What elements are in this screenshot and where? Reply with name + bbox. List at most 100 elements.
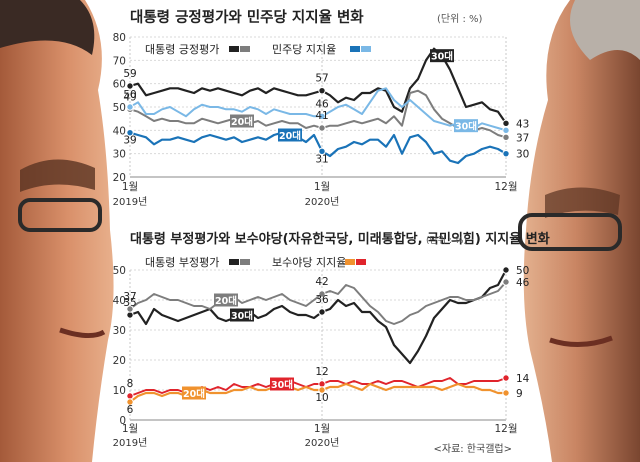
age-tag-box xyxy=(230,308,254,322)
gridlines: 0 10 20 30 40 50 xyxy=(113,265,506,427)
series-marker xyxy=(126,398,134,406)
series-marker xyxy=(502,119,510,128)
legend-disapproval: 대통령 부정평가 xyxy=(145,256,219,269)
series-marker xyxy=(502,278,510,286)
y-tick-label: 80 xyxy=(113,32,126,44)
series-line-1 xyxy=(129,89,507,139)
chart-bottom-title: 대통령 부정평가와 보수야당(자유한국당, 미래통합당, 국민의힘) 지지율 변… xyxy=(130,231,550,247)
legend-disapproval-swatch-20s xyxy=(240,259,250,265)
y-tick-label: 20 xyxy=(113,355,126,367)
age-tag-box xyxy=(270,377,294,391)
data-label: 43 xyxy=(516,118,529,130)
age-tag-label: 20대 xyxy=(279,130,301,142)
legend-democratic-swatch-30s xyxy=(361,46,371,52)
data-label: 46 xyxy=(315,98,329,110)
series-line-3 xyxy=(129,131,507,165)
age-tag-label: 30대 xyxy=(271,379,293,391)
y-tick-label: 70 xyxy=(113,55,126,67)
chart-top: 대통령 긍정평가와 민주당 지지율 변화 (단위 : %) 대통령 긍정평가 민… xyxy=(113,8,530,208)
legend-disapproval-swatch-30s xyxy=(229,259,239,265)
x-tick-month: 12월 xyxy=(494,181,517,193)
series-marker xyxy=(318,380,326,388)
x-tick-month: 1월 xyxy=(314,181,330,193)
data-label: 35 xyxy=(123,297,136,309)
legend-conservative-swatch-20s xyxy=(345,259,355,265)
data-label: 10 xyxy=(315,392,328,404)
age-tag-box xyxy=(278,128,302,142)
series-marker xyxy=(502,374,510,382)
data-label: 9 xyxy=(516,388,523,400)
age-tag-label: 20대 xyxy=(215,295,237,307)
data-label: 12 xyxy=(315,366,328,378)
data-label: 37 xyxy=(516,132,529,144)
age-tag-label: 20대 xyxy=(231,116,253,128)
data-label: 8 xyxy=(127,378,134,390)
data-label: 49 xyxy=(123,91,136,103)
series-line-1 xyxy=(129,281,507,325)
age-tag-box xyxy=(430,49,454,63)
series-marker xyxy=(318,112,326,121)
x-tick-month: 1월 xyxy=(314,423,330,435)
series-marker xyxy=(126,311,134,319)
series-marker xyxy=(126,82,134,90)
chart-top-unit: (단위 : %) xyxy=(437,12,483,25)
x-tick-month: 12월 xyxy=(494,423,517,435)
series-marker xyxy=(502,266,510,274)
y-tick-label: 50 xyxy=(113,102,126,114)
legend-conservative: 보수야당 지지율 xyxy=(272,256,346,269)
y-tick-label: 10 xyxy=(113,385,126,397)
series-marker xyxy=(126,128,134,137)
y-tick-label: 40 xyxy=(113,125,126,137)
series-line-0 xyxy=(129,269,507,365)
legend-conservative-swatch-30s xyxy=(356,259,366,265)
portrait-right-face xyxy=(518,0,640,462)
data-label: 30 xyxy=(516,149,529,161)
data-label: 36 xyxy=(315,294,329,306)
data-label: 14 xyxy=(516,373,530,385)
y-tick-label: 30 xyxy=(113,149,126,161)
data-label: 39 xyxy=(123,135,136,147)
legend-democratic: 민주당 지지율 xyxy=(272,43,336,56)
data-label: 6 xyxy=(127,404,134,416)
age-tag-box xyxy=(214,293,238,307)
data-label: 59 xyxy=(123,68,136,80)
series-marker xyxy=(126,392,134,400)
portrait-left-face xyxy=(0,0,114,462)
legend-democratic-swatch-20s xyxy=(350,46,360,52)
series-marker xyxy=(126,103,134,111)
series-marker xyxy=(502,389,510,397)
data-label: 42 xyxy=(315,276,328,288)
series-marker xyxy=(318,86,326,95)
y-tick-label: 60 xyxy=(113,79,126,91)
series-marker xyxy=(502,149,510,158)
series-marker xyxy=(502,126,510,135)
legend-approval-swatch-20s xyxy=(240,46,250,52)
legend-approval-swatch-30s xyxy=(229,46,239,52)
data-label: 57 xyxy=(315,73,328,85)
x-tick-year: 2019년 xyxy=(113,437,148,449)
chart-bottom: 대통령 부정평가와 보수야당(자유한국당, 미래통합당, 국민의힘) 지지율 변… xyxy=(113,231,550,449)
series-marker xyxy=(318,124,326,132)
data-label: 31 xyxy=(315,153,328,165)
data-label: 46 xyxy=(516,277,530,289)
series-line-2 xyxy=(129,87,507,132)
source-note: <자료: 한국갤럽> xyxy=(433,443,512,455)
x-tick-month: 1월 xyxy=(122,423,138,435)
chart-top-title: 대통령 긍정평가와 민주당 지지율 변화 xyxy=(130,8,364,26)
y-tick-label: 30 xyxy=(113,325,126,337)
series-marker xyxy=(318,147,326,156)
series-marker xyxy=(318,386,326,394)
age-tag-label: 30대 xyxy=(431,51,453,63)
series-marker xyxy=(318,308,326,316)
data-label: 37 xyxy=(123,291,136,303)
series-marker xyxy=(502,133,510,142)
series-marker xyxy=(126,305,134,313)
age-tag-box xyxy=(182,386,206,400)
data-label: 50 xyxy=(123,89,136,101)
x-tick-year: 2020년 xyxy=(305,437,340,449)
series-marker xyxy=(318,290,326,298)
y-tick-label: 20 xyxy=(113,172,126,184)
legend-approval: 대통령 긍정평가 xyxy=(145,43,219,56)
age-tag-label: 20대 xyxy=(183,388,205,400)
